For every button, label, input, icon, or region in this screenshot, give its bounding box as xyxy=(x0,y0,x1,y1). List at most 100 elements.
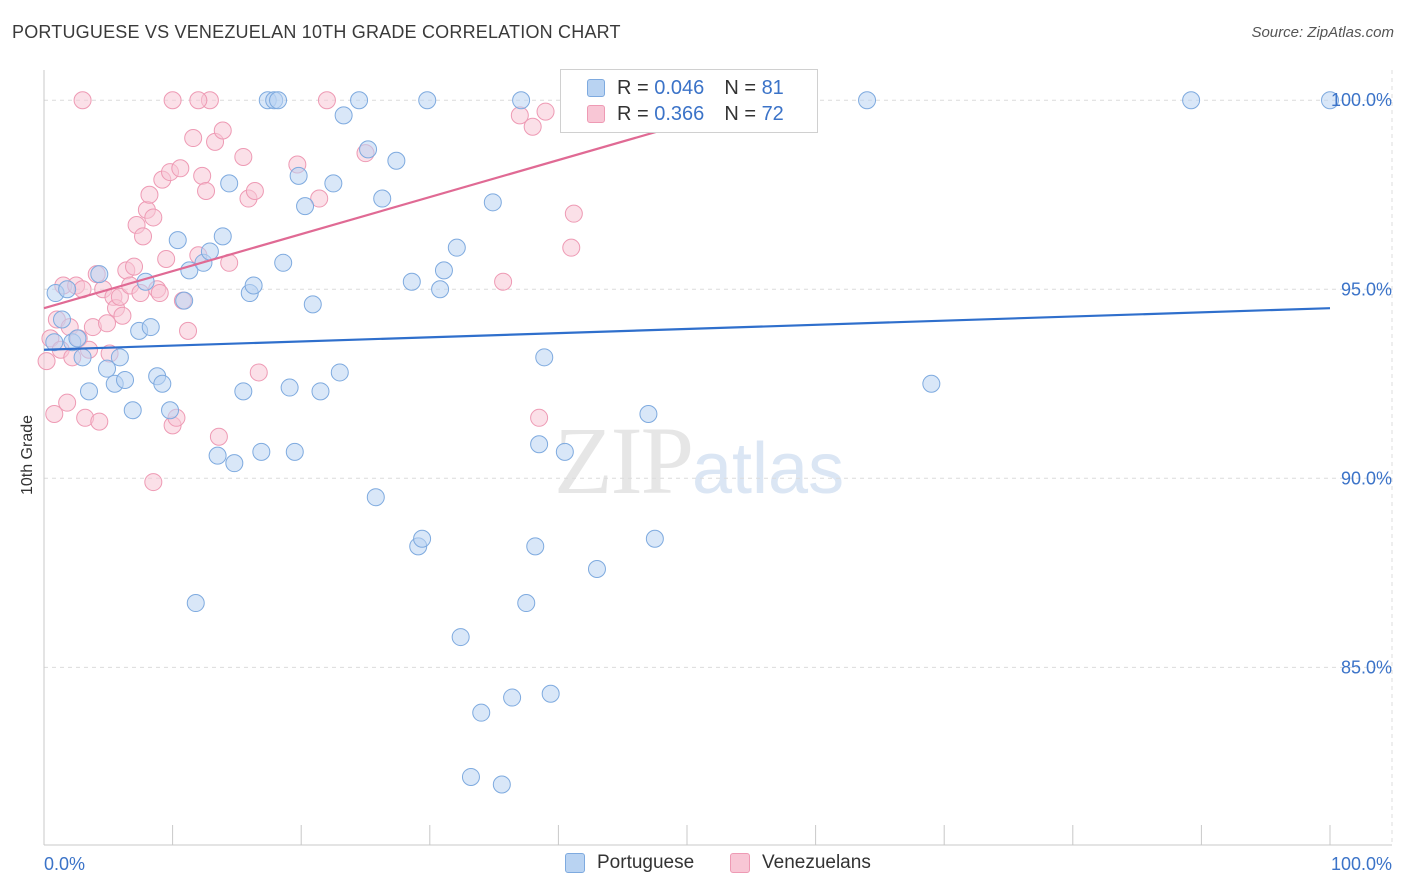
portuguese-point xyxy=(296,197,315,216)
portuguese-point xyxy=(98,359,117,378)
portuguese-point xyxy=(252,442,271,461)
y-tick-label: 95.0% xyxy=(1341,279,1392,299)
venezuelan-point xyxy=(45,405,64,424)
portuguese-point xyxy=(90,265,109,284)
venezuelan-point xyxy=(193,166,212,185)
portuguese-point xyxy=(350,91,369,110)
portuguese-point xyxy=(289,166,308,185)
watermark-zip: ZIP xyxy=(554,407,694,514)
venezuelan-point xyxy=(179,321,198,340)
portuguese-point xyxy=(311,382,330,401)
bottom-legend-swatch-portuguese xyxy=(565,853,585,873)
venezuelan-point xyxy=(184,129,203,148)
legend-swatch-portuguese xyxy=(587,79,605,97)
legend-n-value: 72 xyxy=(761,102,784,125)
portuguese-point xyxy=(541,684,560,703)
venezuelan-point xyxy=(213,121,232,140)
portuguese-point xyxy=(186,594,205,613)
venezuelan-point xyxy=(249,363,268,382)
portuguese-point xyxy=(461,767,480,786)
gridlines xyxy=(44,70,1393,845)
portuguese-point xyxy=(645,529,664,548)
bottom-legend-venezuelans: Venezuelans xyxy=(730,852,871,874)
bottom-legend-label-portuguese: Portuguese xyxy=(597,852,695,873)
bottom-legend-swatch-venezuelans xyxy=(730,853,750,873)
venezuelan-point xyxy=(197,181,216,200)
portuguese-point xyxy=(200,242,219,261)
venezuelan-point xyxy=(234,147,253,166)
venezuelan-point xyxy=(125,257,144,276)
portuguese-point xyxy=(285,442,304,461)
legend-row-portuguese: R = 0.046 N = 81 xyxy=(587,76,784,100)
portuguese-point xyxy=(472,703,491,722)
portuguese-point xyxy=(587,560,606,579)
x-tick-label: 0.0% xyxy=(44,854,85,874)
source-label: Source: ZipAtlas.com xyxy=(1251,24,1394,41)
venezuelan-point xyxy=(134,227,153,246)
portuguese-point xyxy=(512,91,531,110)
venezuelan-point xyxy=(140,185,159,204)
bottom-legend: Portuguese Venezuelans xyxy=(0,852,1406,878)
portuguese-point xyxy=(492,775,511,794)
venezuelan-point xyxy=(58,393,77,412)
legend-row-venezuelans: R = 0.366 N = 72 xyxy=(587,102,784,126)
portuguese-point xyxy=(387,151,406,170)
venezuelan-point xyxy=(523,117,542,136)
venezuelan-point xyxy=(209,427,228,446)
portuguese-point xyxy=(161,401,180,420)
venezuelan-point xyxy=(144,473,163,492)
y-tick-label: 85.0% xyxy=(1341,657,1392,677)
portuguese-point xyxy=(280,378,299,397)
portuguese-point xyxy=(413,529,432,548)
portuguese-point xyxy=(530,435,549,454)
legend-box: R = 0.046 N = 81 R = 0.366 N = 72 xyxy=(560,69,818,133)
portuguese-point xyxy=(373,189,392,208)
portuguese-point xyxy=(123,401,142,420)
bottom-legend-label-venezuelans: Venezuelans xyxy=(762,852,871,873)
portuguese-point xyxy=(213,227,232,246)
portuguese-point xyxy=(45,333,64,352)
portuguese-point xyxy=(303,295,322,314)
trend-lines xyxy=(43,125,1331,351)
legend-r-value: 0.046 xyxy=(654,76,705,99)
portuguese-point xyxy=(116,371,135,389)
portuguese-point xyxy=(220,174,239,193)
venezuelan-point xyxy=(73,91,92,110)
venezuelan-point xyxy=(530,408,549,427)
portuguese-point xyxy=(80,382,99,401)
watermark: ZIPatlas xyxy=(554,405,844,516)
portuguese-point xyxy=(68,329,87,348)
legend-r-label: R = xyxy=(617,102,649,125)
portuguese-point xyxy=(526,537,545,556)
venezuelan-points xyxy=(37,91,588,492)
venezuelan-point xyxy=(562,238,581,257)
y-tick-label: 100.0% xyxy=(1331,90,1392,110)
portuguese-point xyxy=(503,688,522,707)
venezuelan-point xyxy=(150,284,169,303)
portuguese-point xyxy=(269,91,288,110)
portuguese-point xyxy=(175,291,194,310)
portuguese-point xyxy=(168,231,187,250)
venezuelan-point xyxy=(163,91,182,110)
portuguese-point xyxy=(555,442,574,461)
portuguese-point xyxy=(858,91,877,110)
portuguese-point xyxy=(366,488,385,507)
portuguese-point xyxy=(434,261,453,280)
portuguese-point xyxy=(483,193,502,212)
portuguese-point xyxy=(535,348,554,367)
watermark-atlas: atlas xyxy=(692,429,845,509)
venezuelan-point xyxy=(536,102,555,121)
portuguese-point xyxy=(431,280,450,299)
portuguese-point xyxy=(517,594,536,613)
legend-n-label: N = xyxy=(724,76,756,99)
portuguese-point xyxy=(234,382,253,401)
venezuelan-point xyxy=(37,352,56,371)
portuguese-point xyxy=(58,280,77,299)
legend-n-label: N = xyxy=(724,102,756,125)
portuguese-point xyxy=(141,318,160,337)
venezuelan-point xyxy=(171,159,190,178)
venezuelan-point xyxy=(310,189,329,208)
portuguese-point xyxy=(1321,91,1339,110)
portuguese-point xyxy=(73,348,92,367)
